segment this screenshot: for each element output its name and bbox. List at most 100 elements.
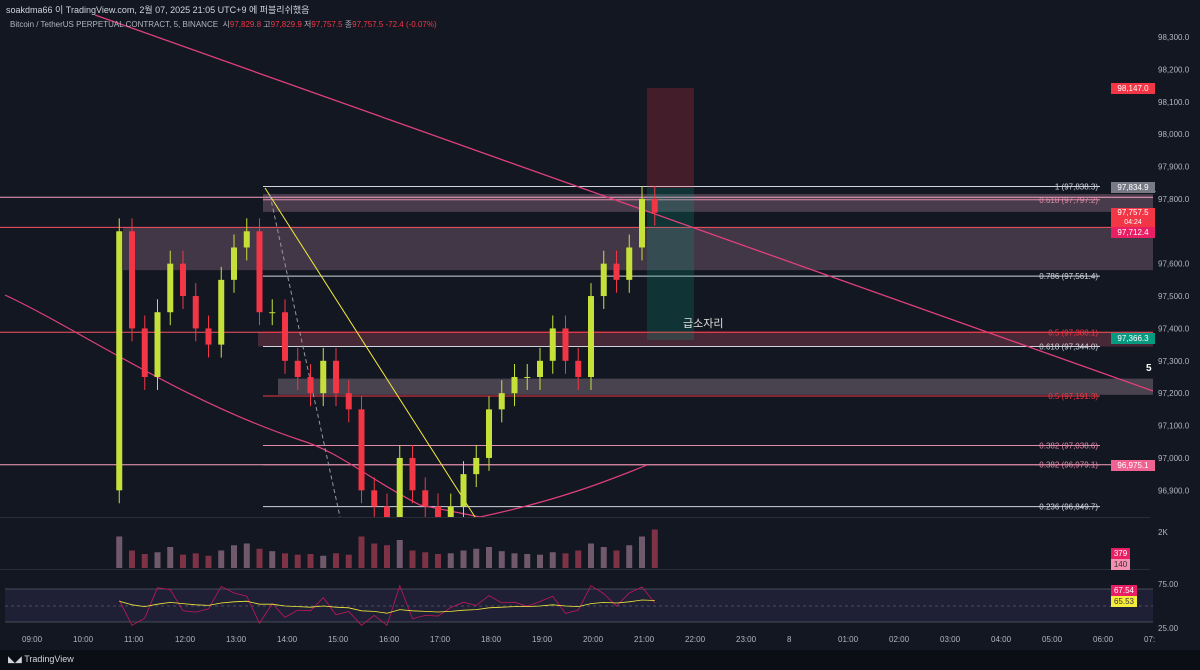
- moving-average-line: [4, 294, 648, 517]
- price-axis-label: 97,000.0: [1158, 454, 1190, 463]
- pane-divider: [0, 517, 1150, 518]
- dashed-projection: [269, 194, 341, 518]
- time-axis-label: 18:00: [481, 635, 502, 644]
- time-axis-label: 22:00: [685, 635, 706, 644]
- price-axis-label: 97,600.0: [1158, 260, 1190, 269]
- volume-bar: [358, 536, 365, 568]
- price-tag-top: 98,147.0: [1111, 83, 1155, 94]
- last-price: 97,757.5: [1117, 208, 1149, 217]
- candle-body: [294, 360, 301, 377]
- time-axis-label: 10:00: [73, 635, 94, 644]
- volume-bar: [575, 550, 582, 568]
- price-axis-label: 96,900.0: [1158, 486, 1190, 495]
- time-axis-label: 23:00: [736, 635, 757, 644]
- brand-name: TradingView: [24, 654, 74, 664]
- rsi-band: [5, 589, 1153, 622]
- time-axis-label: 05:00: [1042, 635, 1063, 644]
- candle-body: [116, 231, 123, 491]
- time-axis-label: 13:00: [226, 635, 247, 644]
- volume-bar: [154, 552, 161, 568]
- time-axis-label: 16:00: [379, 635, 400, 644]
- candle-body: [231, 247, 237, 280]
- volume-bar: [588, 543, 594, 568]
- volume-bar: [333, 553, 339, 568]
- volume-bar: [256, 548, 263, 568]
- candle-body: [154, 312, 161, 377]
- candle-body: [409, 457, 416, 491]
- fib-level-label: 0.618 (97,797.2): [1039, 196, 1098, 205]
- candle-body: [613, 263, 620, 280]
- time-axis-label: 15:00: [328, 635, 349, 644]
- note-label: 급소자리: [683, 317, 723, 330]
- close-value: 97,757.5: [352, 20, 384, 29]
- open-label: 시: [222, 20, 230, 29]
- volume-bar: [294, 554, 301, 568]
- candle-body: [167, 263, 174, 313]
- volume-bar: [651, 529, 658, 568]
- price-axis-label: 97,900.0: [1158, 163, 1190, 172]
- fib-level-label: 0.5 (97,191.3): [1048, 392, 1098, 401]
- volume-bar: [409, 550, 416, 568]
- volume-bar: [600, 547, 607, 568]
- volume-bar: [218, 550, 225, 568]
- candle-body: [256, 231, 263, 313]
- candle-body: [269, 312, 276, 314]
- candle-body: [333, 360, 339, 394]
- candle-body: [473, 457, 480, 475]
- volume-bar: [562, 553, 569, 568]
- time-axis-label: 8: [787, 635, 792, 644]
- rsi-axis-label: 25.00: [1158, 624, 1179, 633]
- candle-body: [218, 279, 225, 345]
- price-tag-green: 97,366.3: [1111, 333, 1155, 344]
- rsi-tag-2: 65.53: [1111, 596, 1137, 607]
- volume-bar: [167, 547, 174, 568]
- candle-body: [524, 376, 531, 378]
- time-axis-label: 02:00: [889, 635, 910, 644]
- time-axis-label: 09:00: [22, 635, 43, 644]
- time-axis-label: 03:00: [940, 635, 961, 644]
- low-value: 97,757.5: [311, 20, 343, 29]
- volume-bar: [460, 550, 467, 568]
- volume-bar: [116, 536, 123, 568]
- candle-body: [600, 263, 607, 297]
- price-axis-label: 97,400.0: [1158, 324, 1190, 333]
- symbol-legend: Bitcoin / TetherUS PERPETUAL CONTRACT, 5…: [10, 19, 437, 30]
- candle-body: [307, 376, 314, 394]
- rsi-line: [118, 584, 656, 626]
- volume-bar: [192, 553, 199, 568]
- price-axis-label: 98,000.0: [1158, 130, 1190, 139]
- time-axis-label: 20:00: [583, 635, 604, 644]
- candle-body: [626, 247, 633, 280]
- change-value: -72.4 (-0.07%): [385, 20, 437, 29]
- volume-bar: [524, 554, 531, 568]
- price-axis-label: 97,800.0: [1158, 195, 1190, 204]
- price-chart[interactable]: 98,300.0 98,200.0 98,100.0 98,000.0 97,900.0…: [0, 0, 1200, 650]
- volume-bar: [243, 543, 250, 568]
- time-axis-label: 01:00: [838, 635, 859, 644]
- price-axis-label: 98,200.0: [1158, 65, 1190, 74]
- stop-loss-zone: [647, 88, 694, 188]
- candle-body: [511, 376, 518, 394]
- price-tag-high: 97,834.9: [1111, 182, 1155, 193]
- price-axis-label: 97,500.0: [1158, 292, 1190, 301]
- volume-bar: [639, 536, 645, 568]
- volume-bar: [613, 550, 620, 568]
- time-axis-label: 14:00: [277, 635, 298, 644]
- volume-bar: [141, 554, 148, 568]
- price-tag-pink: 96,975.1: [1111, 460, 1155, 471]
- trendline: [94, 14, 1154, 392]
- candle-body: [537, 360, 543, 377]
- candle-body: [562, 328, 569, 361]
- tradingview-logo-icon: ◣◢: [8, 654, 25, 664]
- price-axis-label: 97,200.0: [1158, 389, 1190, 398]
- volume-axis-label: 2K: [1158, 528, 1168, 537]
- candle-body: [282, 312, 288, 361]
- price-axis-label: 98,300.0: [1158, 33, 1190, 42]
- volume-bar: [549, 552, 556, 568]
- fib-level-label: 1 (97,838.3): [1055, 182, 1098, 191]
- time-axis-label: 06:00: [1093, 635, 1114, 644]
- volume-tag-1: 379: [1111, 548, 1130, 559]
- fib-zone: [258, 332, 1153, 347]
- volume-bar: [129, 550, 135, 568]
- resistance-zone: [263, 194, 1153, 212]
